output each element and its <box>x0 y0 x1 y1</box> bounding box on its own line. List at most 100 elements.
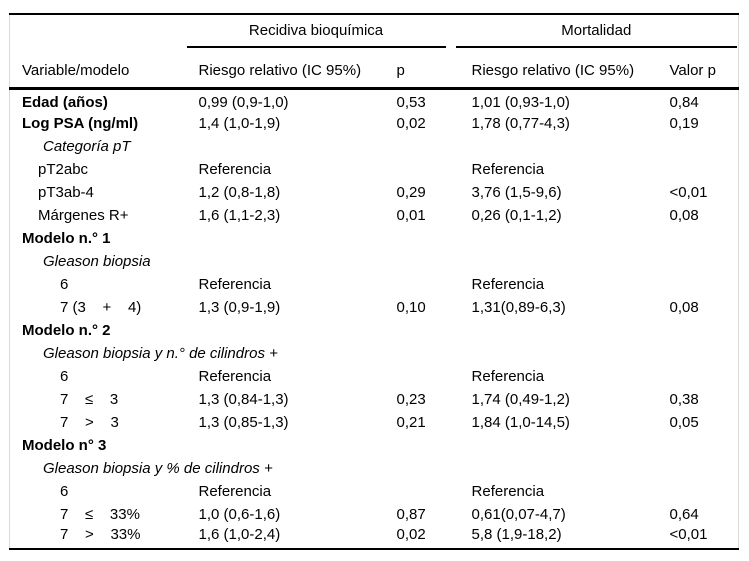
p-mortalidad-cell <box>668 480 739 503</box>
rr-mortalidad-cell: 5,8 (1,9-18,2) <box>471 526 562 543</box>
p-recidiva-cell: 0,01 <box>396 206 426 224</box>
p-recidiva-cell: 0,53 <box>396 94 426 112</box>
group-header-recidiva: Recidiva bioquímica <box>186 14 470 48</box>
table-row: 6 Referencia Referencia <box>10 480 739 503</box>
rr-recidiva-cell: Referencia <box>198 275 272 293</box>
rr-recidiva-cell <box>197 135 395 158</box>
rr-recidiva-cell <box>197 319 395 342</box>
p-recidiva-cell <box>395 250 470 273</box>
rr-recidiva-cell <box>197 434 395 457</box>
variable-cell: Modelo n° 3 <box>22 436 107 454</box>
variable-cell: 6 <box>60 367 69 385</box>
table-row: Gleason biopsia y % de cilindros + <box>10 457 739 480</box>
p-mortalidad-cell: 0,05 <box>669 413 699 431</box>
p-mortalidad-cell: 0,19 <box>669 114 699 132</box>
p-mortalidad-cell: 0,08 <box>669 298 699 316</box>
column-header-p-mortalidad: Valor p <box>667 48 739 90</box>
p-mortalidad-cell: <0,01 <box>669 183 708 201</box>
variable-cell: 7 > 33% <box>60 526 141 543</box>
table-row: Modelo n° 3 <box>10 434 739 457</box>
rr-recidiva-cell: 1,2 (0,8-1,8) <box>198 183 281 201</box>
variable-cell: Márgenes R+ <box>38 206 129 224</box>
column-header-p-recidiva: p <box>394 48 470 90</box>
p-mortalidad-cell <box>668 250 739 273</box>
rr-mortalidad-cell: 3,76 (1,5-9,6) <box>471 183 562 201</box>
rr-mortalidad-cell: Referencia <box>471 160 545 178</box>
column-header-rr-mortalidad: Riesgo relativo (IC 95%) <box>469 48 668 90</box>
results-table: Recidiva bioquímica Mortalidad Variable/… <box>9 13 740 550</box>
variable-cell: Modelo n.° 2 <box>22 321 111 339</box>
p-recidiva-cell <box>395 342 470 365</box>
rr-mortalidad-cell <box>470 135 668 158</box>
rr-mortalidad-cell: 1,31(0,89-6,3) <box>471 298 566 316</box>
column-header-rr-recidiva: Riesgo relativo (IC 95%) <box>196 48 395 90</box>
p-mortalidad-cell: 0,84 <box>669 94 699 112</box>
group-header-spacer <box>10 14 197 48</box>
table-row: Categoría pT <box>10 135 739 158</box>
group-header-mortalidad: Mortalidad <box>455 14 739 48</box>
table-row: pT2abc Referencia Referencia <box>10 158 739 181</box>
rr-mortalidad-cell: 1,74 (0,49-1,2) <box>471 390 570 408</box>
variable-cell: Gleason biopsia y n.° de cilindros + <box>43 344 278 362</box>
table-row: Modelo n.° 2 <box>10 319 739 342</box>
rr-mortalidad-cell: Referencia <box>471 482 545 500</box>
group-header-recidiva-label: Recidiva bioquímica <box>186 22 446 48</box>
p-recidiva-cell: 0,02 <box>396 526 426 543</box>
variable-cell: Gleason biopsia y % de cilindros + <box>43 459 273 477</box>
p-mortalidad-cell <box>668 158 739 181</box>
p-recidiva-cell: 0,87 <box>396 505 426 523</box>
table-row: Modelo n.° 1 <box>10 227 739 250</box>
p-recidiva-cell <box>395 273 470 296</box>
table-row: 7 > 3 1,3 (0,85-1,3) 0,21 1,84 (1,0-14,5) 0,… <box>10 411 739 434</box>
rr-recidiva-cell: 1,3 (0,85-1,3) <box>198 413 289 431</box>
rr-mortalidad-cell <box>470 250 668 273</box>
rr-mortalidad-cell: Referencia <box>471 367 545 385</box>
group-header-mortalidad-label: Mortalidad <box>455 22 738 48</box>
p-recidiva-cell: 0,10 <box>396 298 426 316</box>
table-row: Márgenes R+ 1,6 (1,1-2,3) 0,01 0,26 (0,1-1,… <box>10 204 739 227</box>
p-recidiva-cell <box>395 319 470 342</box>
p-mortalidad-cell <box>668 434 739 457</box>
table-row: 7 ≤ 3 1,3 (0,84-1,3) 0,23 1,74 (0,49-1,2) 0,… <box>10 388 739 411</box>
variable-cell: Gleason biopsia <box>43 252 151 270</box>
rr-recidiva-cell: 1,0 (0,6-1,6) <box>198 505 281 523</box>
variable-cell: 6 <box>60 482 69 500</box>
p-recidiva-cell: 0,02 <box>396 114 426 132</box>
variable-cell: pT2abc <box>38 160 89 178</box>
variable-cell: Categoría pT <box>43 137 131 155</box>
rr-mortalidad-cell: 0,61(0,07-4,7) <box>471 505 566 523</box>
rr-recidiva-cell: 1,3 (0,84-1,3) <box>198 390 289 408</box>
table-row: 6 Referencia Referencia <box>10 365 739 388</box>
variable-cell: Edad (años) <box>22 94 108 112</box>
p-recidiva-cell: 0,29 <box>396 183 426 201</box>
rr-mortalidad-cell: 1,01 (0,93-1,0) <box>471 94 570 112</box>
p-mortalidad-cell <box>668 365 739 388</box>
table-row: 7 > 33% 1,6 (1,0-2,4) 0,02 5,8 (1,9-18,2) <0… <box>10 526 739 549</box>
p-mortalidad-cell: 0,08 <box>669 206 699 224</box>
p-recidiva-cell <box>395 158 470 181</box>
p-recidiva-cell <box>395 480 470 503</box>
table-row: 7 ≤ 33% 1,0 (0,6-1,6) 0,87 0,61(0,07-4,7) 0,… <box>10 503 739 526</box>
p-mortalidad-cell <box>668 342 739 365</box>
variable-cell: pT3ab-4 <box>38 183 94 201</box>
table-body: Edad (años) 0,99 (0,9-1,0) 0,53 1,01 (0,93-… <box>10 89 739 549</box>
p-mortalidad-cell <box>668 319 739 342</box>
p-mortalidad-cell: 0,64 <box>669 505 699 523</box>
rr-recidiva-cell <box>197 250 395 273</box>
rr-mortalidad-cell: 0,26 (0,1-1,2) <box>471 206 562 224</box>
rr-recidiva-cell: Referencia <box>198 160 272 178</box>
variable-cell: 7 > 3 <box>60 413 119 431</box>
p-recidiva-cell <box>395 457 470 480</box>
p-recidiva-cell <box>395 227 470 250</box>
rr-recidiva-cell: 1,4 (1,0-1,9) <box>198 114 281 132</box>
variable-cell: 6 <box>60 275 69 293</box>
table-row: 6 Referencia Referencia <box>10 273 739 296</box>
variable-cell: 7 (3 + 4) <box>60 298 142 316</box>
table-row: Gleason biopsia y n.° de cilindros + <box>10 342 739 365</box>
p-recidiva-cell: 0,23 <box>396 390 426 408</box>
p-recidiva-cell <box>395 135 470 158</box>
table-row: pT3ab-4 1,2 (0,8-1,8) 0,29 3,76 (1,5-9,6) <0… <box>10 181 739 204</box>
p-mortalidad-cell <box>668 273 739 296</box>
rr-mortalidad-cell <box>470 342 668 365</box>
p-mortalidad-cell: <0,01 <box>669 526 708 543</box>
